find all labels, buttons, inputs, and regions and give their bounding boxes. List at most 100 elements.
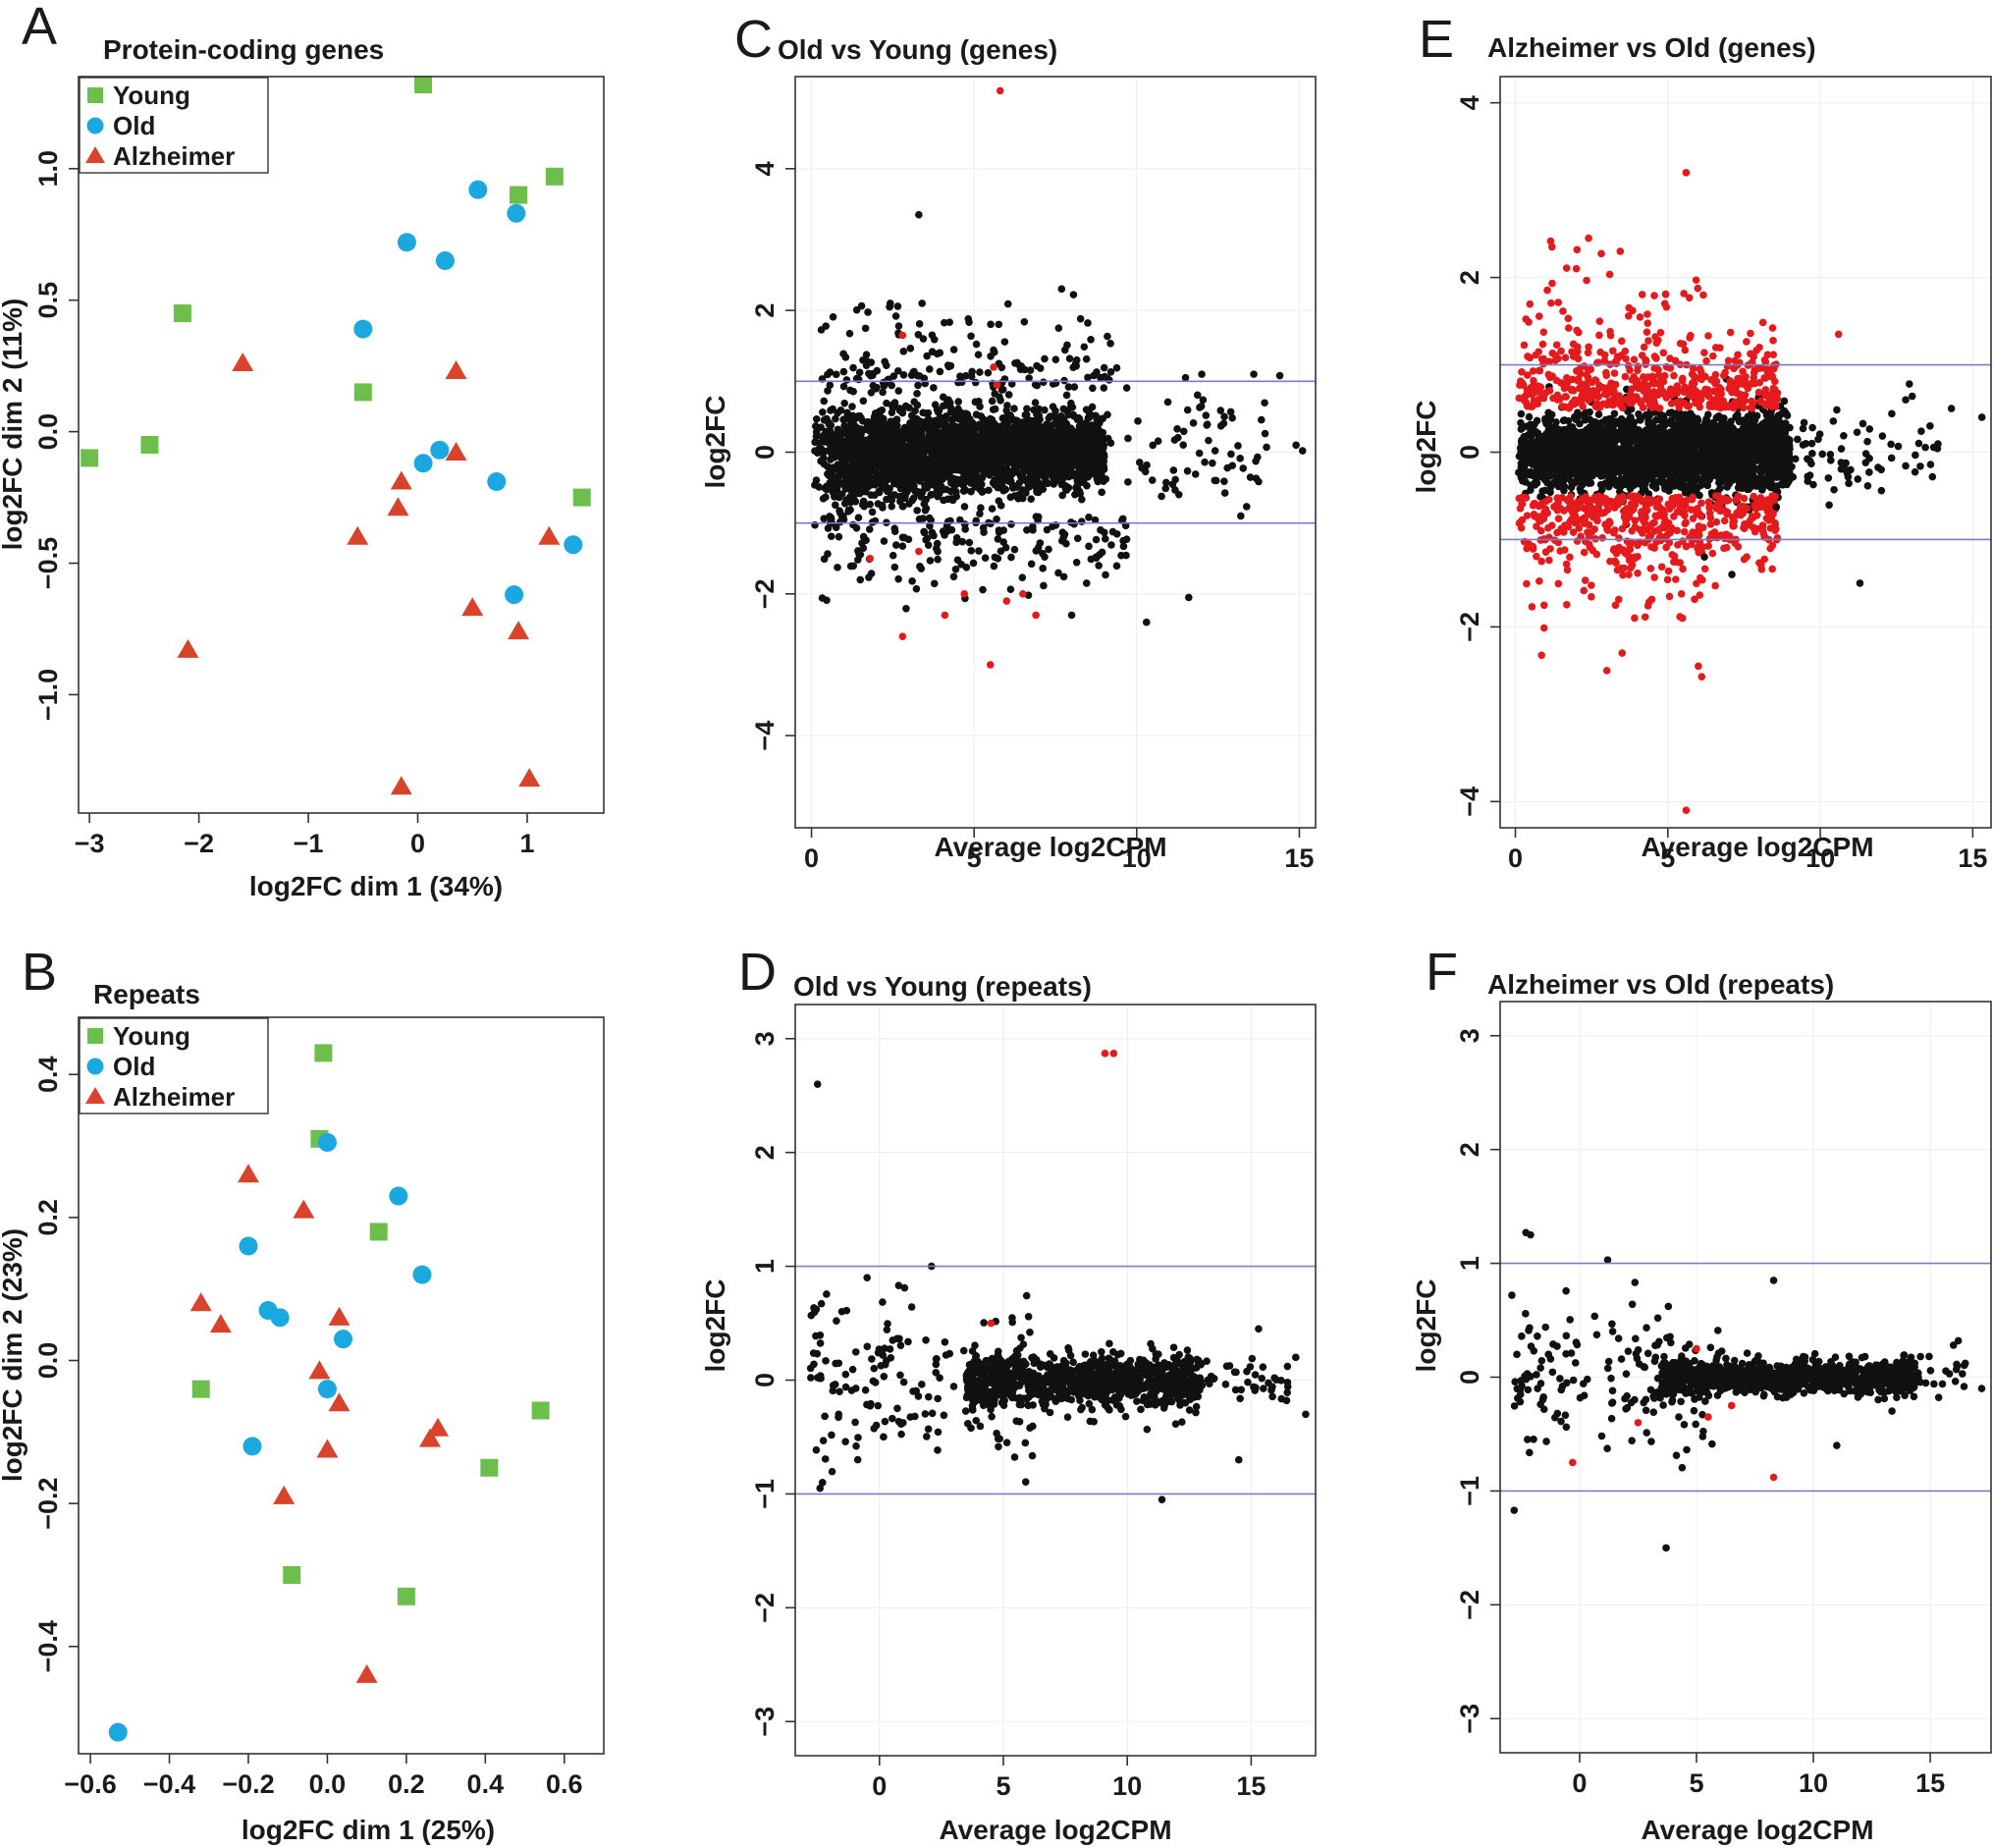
data-point xyxy=(1255,1325,1263,1333)
data-point xyxy=(1267,1384,1276,1391)
data-point xyxy=(893,476,901,485)
data-point xyxy=(917,1381,926,1388)
data-point xyxy=(862,356,871,365)
data-point xyxy=(1041,553,1049,561)
data-point xyxy=(1158,1495,1166,1504)
data-point xyxy=(904,1337,912,1346)
data-point xyxy=(953,465,962,474)
y-tick-label: −2 xyxy=(750,1593,780,1623)
data-point xyxy=(1140,1365,1148,1374)
y-tick-label: −0.5 xyxy=(33,537,63,589)
data-point xyxy=(355,1663,378,1683)
data-point xyxy=(1209,459,1216,467)
data-point xyxy=(1185,593,1193,602)
data-point xyxy=(1019,590,1027,598)
panel-title-D: Old vs Young (repeats) xyxy=(793,971,1092,1002)
data-point xyxy=(445,360,467,379)
data-point xyxy=(853,446,862,455)
data-point xyxy=(985,439,994,447)
data-point xyxy=(880,1433,888,1441)
data-point xyxy=(881,357,889,366)
data-point xyxy=(1029,522,1037,530)
data-point xyxy=(965,437,973,445)
data-point xyxy=(1077,431,1085,440)
data-point xyxy=(242,1437,262,1456)
data-point xyxy=(1059,1377,1067,1386)
data-point xyxy=(812,414,821,423)
data-point xyxy=(1111,1397,1120,1406)
data-point xyxy=(1005,1390,1014,1399)
data-point xyxy=(861,324,870,333)
data-point xyxy=(962,564,971,571)
data-point xyxy=(1024,1393,1033,1401)
data-point xyxy=(849,387,858,396)
data-point xyxy=(1000,338,1009,346)
data-point xyxy=(934,1446,942,1454)
data-point xyxy=(833,1317,840,1325)
data-point xyxy=(1097,1347,1105,1356)
data-point xyxy=(845,476,854,485)
data-point xyxy=(1034,488,1043,497)
data-point xyxy=(915,515,924,523)
data-point xyxy=(1066,456,1075,463)
data-point xyxy=(891,312,900,320)
data-point xyxy=(1137,1405,1145,1414)
data-point xyxy=(1132,1375,1141,1383)
data-point xyxy=(1117,551,1125,560)
data-point xyxy=(979,465,988,474)
data-point xyxy=(1010,492,1019,500)
data-point xyxy=(829,312,837,321)
data-point xyxy=(807,1311,816,1320)
data-point xyxy=(825,420,834,429)
data-point xyxy=(924,541,933,549)
data-point xyxy=(1198,1381,1207,1389)
data-point xyxy=(1104,434,1112,443)
data-point xyxy=(1082,354,1091,363)
data-point xyxy=(1078,455,1087,463)
data-point xyxy=(1014,1351,1022,1359)
data-point xyxy=(817,445,826,453)
data-point xyxy=(867,433,875,442)
data-point xyxy=(946,475,954,483)
data-point xyxy=(1070,469,1079,478)
data-point xyxy=(832,370,840,379)
data-point xyxy=(1098,488,1106,497)
data-point xyxy=(810,1304,818,1312)
data-point xyxy=(941,530,948,538)
data-point xyxy=(985,424,993,432)
data-point xyxy=(1062,1386,1071,1395)
data-point xyxy=(1053,453,1061,461)
x-tick-label: 15 xyxy=(1284,843,1314,873)
data-point xyxy=(824,387,832,395)
data-point xyxy=(1078,1381,1087,1389)
data-point xyxy=(840,457,848,464)
data-point xyxy=(878,419,886,427)
data-point xyxy=(878,431,886,440)
data-point xyxy=(1116,1349,1125,1358)
data-point xyxy=(1024,1401,1033,1410)
data-point xyxy=(390,470,412,490)
data-point xyxy=(1124,434,1132,443)
data-point xyxy=(1067,611,1076,620)
data-point xyxy=(1108,527,1117,536)
ylabel-D: log2FC xyxy=(700,1279,730,1373)
data-point xyxy=(962,371,970,380)
data-point xyxy=(1036,454,1045,462)
data-point xyxy=(834,408,841,417)
data-point xyxy=(889,1414,896,1423)
data-point xyxy=(1031,431,1040,439)
data-point xyxy=(932,477,941,486)
data-point xyxy=(871,1379,880,1386)
data-point xyxy=(1228,413,1236,422)
data-point xyxy=(996,502,1005,510)
data-point xyxy=(1112,562,1121,571)
data-point xyxy=(954,405,962,413)
data-point xyxy=(1255,477,1263,486)
data-point xyxy=(879,378,888,387)
data-point xyxy=(968,418,977,427)
data-point xyxy=(1178,1361,1186,1369)
data-point xyxy=(975,547,983,555)
data-point xyxy=(1248,1354,1257,1363)
data-point xyxy=(1016,1344,1024,1352)
data-point xyxy=(1008,481,1017,490)
